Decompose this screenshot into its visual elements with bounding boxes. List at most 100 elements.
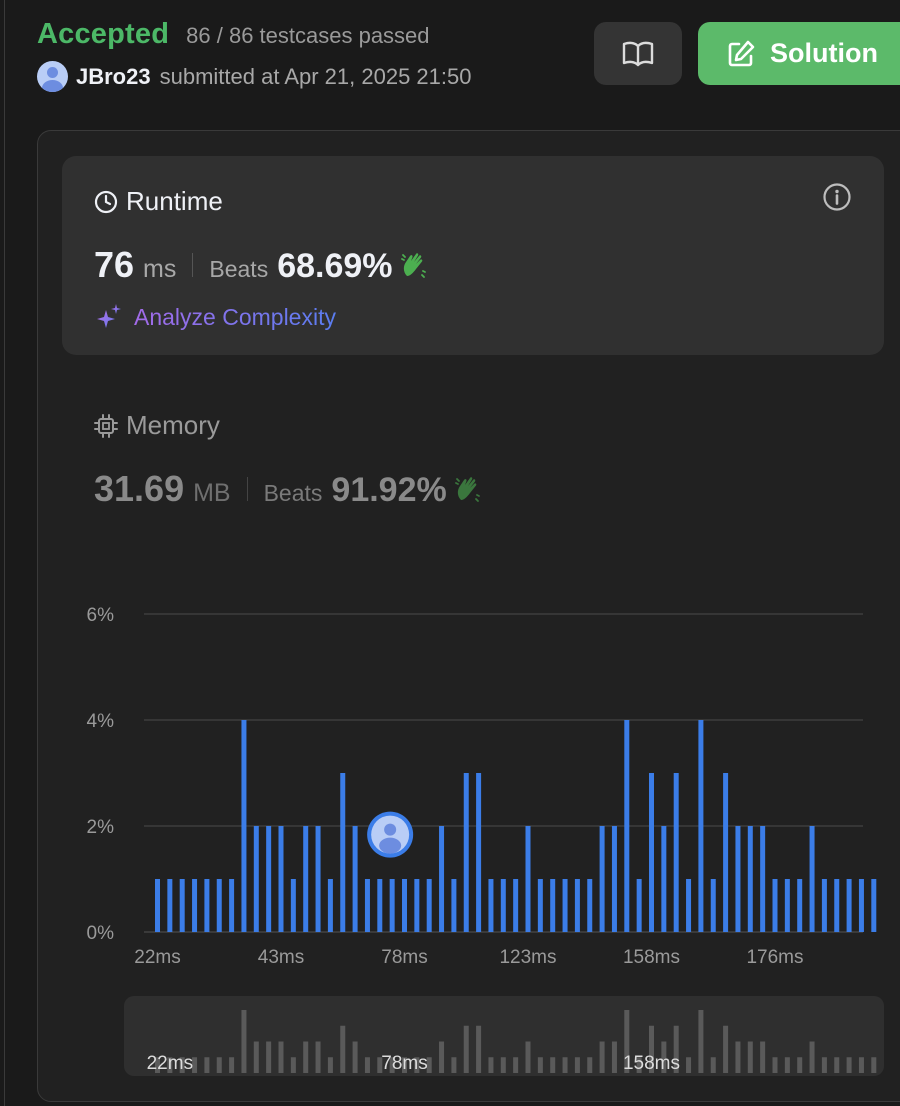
bar[interactable] xyxy=(327,879,333,932)
bar[interactable] xyxy=(661,826,667,932)
solution-button[interactable]: Solution xyxy=(698,22,900,85)
minimap-bar xyxy=(698,1010,704,1073)
bar[interactable] xyxy=(216,879,222,932)
bar[interactable] xyxy=(636,879,642,932)
bar[interactable] xyxy=(809,826,815,932)
bar[interactable] xyxy=(550,879,556,932)
memory-beats-value: 91.92% xyxy=(331,471,447,509)
memory-header[interactable]: Memory xyxy=(94,410,220,441)
minimap-bar xyxy=(315,1041,321,1073)
bar[interactable] xyxy=(377,879,383,932)
minimap-bar xyxy=(229,1057,235,1073)
info-icon[interactable] xyxy=(822,182,852,212)
memory-title: Memory xyxy=(126,410,220,440)
bar[interactable] xyxy=(858,879,864,932)
bar[interactable] xyxy=(760,826,766,932)
bar[interactable] xyxy=(315,826,321,932)
runtime-beats-value: 68.69% xyxy=(277,247,393,285)
bar[interactable] xyxy=(673,773,679,932)
submitted-at: submitted at Apr 21, 2025 21:50 xyxy=(159,63,472,89)
minimap-bar xyxy=(290,1057,296,1073)
x-tick-label: 78ms xyxy=(381,947,427,968)
bar[interactable] xyxy=(204,879,210,932)
bar[interactable] xyxy=(463,773,469,932)
bar[interactable] xyxy=(698,720,704,932)
bar[interactable] xyxy=(562,879,568,932)
bar[interactable] xyxy=(846,879,852,932)
minimap-bar xyxy=(340,1025,346,1073)
bar[interactable] xyxy=(439,826,445,932)
window-edge xyxy=(4,0,5,1106)
bar[interactable] xyxy=(179,879,185,932)
sparkles-icon xyxy=(97,304,121,328)
runtime-card[interactable]: Runtime 76 ms Beats 68.69% Analyze Compl… xyxy=(62,156,884,355)
bar[interactable] xyxy=(364,879,370,932)
minimap-bar xyxy=(377,1057,383,1073)
x-tick-label: 22ms xyxy=(134,947,180,968)
bar[interactable] xyxy=(290,879,296,932)
clapping-hands-icon xyxy=(454,477,480,502)
bar[interactable] xyxy=(402,879,407,932)
bar[interactable] xyxy=(784,879,790,932)
bar[interactable] xyxy=(797,879,803,932)
x-tick-label: 176ms xyxy=(746,947,803,968)
minimap-bar xyxy=(723,1025,729,1073)
analyze-complexity-button[interactable]: Analyze Complexity xyxy=(94,302,336,332)
bar[interactable] xyxy=(624,720,630,932)
bar[interactable] xyxy=(735,826,741,932)
memory-metric[interactable]: 31.69 MB Beats 91.92% xyxy=(94,468,483,510)
bar[interactable] xyxy=(649,773,654,932)
bar[interactable] xyxy=(167,879,173,932)
bar[interactable] xyxy=(414,879,420,932)
bar[interactable] xyxy=(587,879,593,932)
x-tick-label: 158ms xyxy=(623,947,680,968)
runtime-distribution-chart[interactable]: 0% 2% 4% 6% 22ms 43ms 78ms 123ms 158ms 176ms xyxy=(0,590,900,980)
minimap-bar xyxy=(266,1041,272,1073)
bar[interactable] xyxy=(772,879,778,932)
bar[interactable] xyxy=(278,826,284,932)
bar[interactable] xyxy=(241,720,247,932)
bar[interactable] xyxy=(871,879,877,932)
minimap-label: 78ms xyxy=(381,1053,428,1074)
bar[interactable] xyxy=(389,879,395,932)
bar[interactable] xyxy=(537,879,543,932)
minimap-bar xyxy=(303,1041,309,1073)
testcases-passed: 86 / 86 testcases passed xyxy=(186,23,430,48)
marker-body xyxy=(379,837,402,854)
clapping-hands-icon xyxy=(400,253,426,278)
bar[interactable] xyxy=(513,879,519,932)
marker-head xyxy=(384,823,397,836)
bar[interactable] xyxy=(686,879,692,932)
bar[interactable] xyxy=(426,879,432,932)
avatar[interactable] xyxy=(37,61,68,92)
bar[interactable] xyxy=(488,879,494,932)
minimap-bar xyxy=(402,1057,407,1073)
bar[interactable] xyxy=(253,826,259,932)
bar[interactable] xyxy=(340,773,346,932)
bar[interactable] xyxy=(476,773,482,932)
bar[interactable] xyxy=(747,826,753,932)
bar[interactable] xyxy=(574,879,580,932)
bar[interactable] xyxy=(525,826,531,932)
minimap-bar xyxy=(426,1057,432,1073)
bar[interactable] xyxy=(611,826,617,932)
bar[interactable] xyxy=(500,879,506,932)
bar[interactable] xyxy=(599,826,605,932)
bar[interactable] xyxy=(352,826,358,932)
bar[interactable] xyxy=(834,879,840,932)
runtime-beats-label: Beats xyxy=(209,256,269,282)
y-tick-label: 4% xyxy=(87,711,115,732)
username-link[interactable]: JBro23 xyxy=(76,63,151,89)
bar[interactable] xyxy=(229,879,235,932)
bar[interactable] xyxy=(266,826,272,932)
chart-range-minimap[interactable]: 22ms 78ms 158ms xyxy=(124,996,884,1076)
bar[interactable] xyxy=(192,879,198,932)
bar[interactable] xyxy=(451,879,457,932)
bar[interactable] xyxy=(303,826,309,932)
bar[interactable] xyxy=(710,879,716,932)
editorial-button[interactable] xyxy=(594,22,682,85)
bar[interactable] xyxy=(155,879,160,932)
bar[interactable] xyxy=(821,879,827,932)
bar[interactable] xyxy=(723,773,729,932)
minimap-bar xyxy=(846,1057,852,1073)
